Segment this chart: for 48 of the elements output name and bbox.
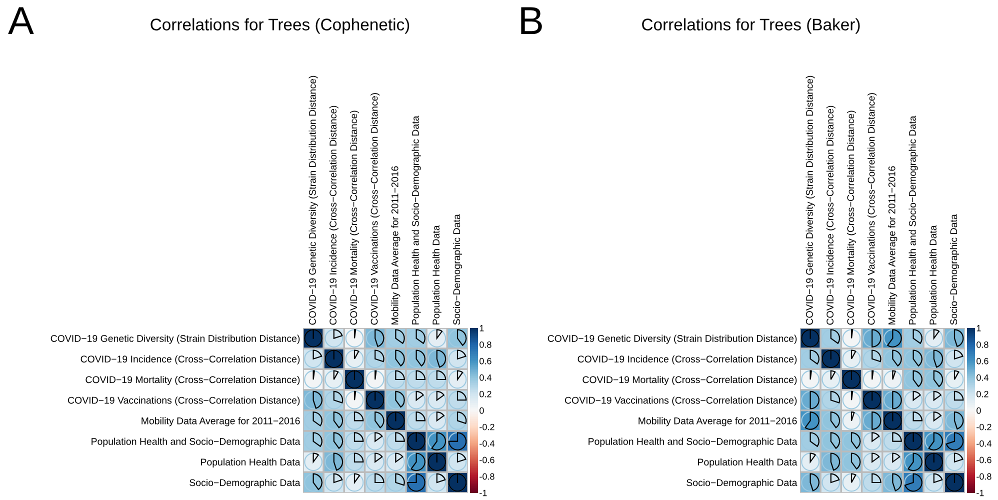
color-bar-label: -0.8 xyxy=(976,473,992,480)
x-tick-label: Population Health Data xyxy=(432,225,442,324)
color-bar-label: 0.8 xyxy=(480,341,492,348)
color-bar-label: 0.6 xyxy=(480,358,492,364)
y-tick-label: Population Health Data xyxy=(201,458,300,468)
y-tick-label: COVID−19 Vaccinations (Cross−Correlation Distance) xyxy=(68,396,300,406)
color-bar-label: 0 xyxy=(976,407,981,414)
y-tick-label: Population Health and Socio−Demographic Data xyxy=(588,438,798,447)
color-bar-label: -0.4 xyxy=(480,440,494,447)
y-tick-label: Socio−Demographic Data xyxy=(190,478,300,488)
color-bar-label: 0 xyxy=(480,407,484,414)
color-bar-label: 0.8 xyxy=(976,341,988,348)
y-tick-label: COVID−19 Mortality (Cross−Correlation Distance) xyxy=(582,376,797,386)
y-tick-label: COVID−19 Mortality (Cross−Correlation Distance) xyxy=(86,376,300,386)
y-tick-label: Mobility Data Average for 2011−2016 xyxy=(142,417,300,426)
x-tick-label: Socio−Demographic Data xyxy=(950,214,960,325)
y-tick-label: Socio−Demographic Data xyxy=(686,478,798,488)
color-bar-label: 1 xyxy=(976,325,981,332)
color-bar-label: 0.2 xyxy=(976,390,988,398)
x-tick-label: Socio−Demographic Data xyxy=(452,214,462,325)
color-bar-label: 0.4 xyxy=(480,374,492,381)
color-bar-label: 1 xyxy=(480,325,484,332)
y-tick-label: COVID−19 Incidence (Cross−Correlation Distance) xyxy=(80,355,300,364)
color-bar-label: -1 xyxy=(976,490,984,496)
color-bar-label: -0.6 xyxy=(976,456,992,464)
chart-title: Correlations for Trees (Cophenetic) xyxy=(150,18,410,34)
y-tick-label: Mobility Data Average for 2011−2016 xyxy=(638,417,797,426)
y-tick-label: Population Health and Socio−Demographic Data xyxy=(92,438,300,447)
y-tick-label: Population Health Data xyxy=(698,458,798,468)
color-bar-label: -0.2 xyxy=(976,424,992,430)
y-tick-label: COVID−19 Incidence (Cross−Correlation Distance) xyxy=(578,355,797,364)
text: A xyxy=(8,7,34,34)
y-tick-label: COVID−19 Genetic Diversity (Strain Distribution Distance) xyxy=(50,334,300,344)
y-tick-label: COVID−19 Vaccinations (Cross−Correlation Distance) xyxy=(565,396,797,406)
color-bar-label: 0.6 xyxy=(976,358,988,364)
text: B xyxy=(521,7,542,34)
chart-title: Correlations for Trees (Baker) xyxy=(642,18,860,34)
color-bar-label: 0.2 xyxy=(480,390,492,398)
x-tick-label: Mobility Data Average for 2011−2016 xyxy=(888,166,898,324)
color-bar-label: 0.4 xyxy=(976,374,988,381)
x-tick-label: Population Health Data xyxy=(929,225,938,324)
color-bar-label: -0.2 xyxy=(480,424,494,430)
color-bar-label: -0.6 xyxy=(480,456,494,464)
x-tick-label: Mobility Data Average for 2011−2016 xyxy=(391,166,400,324)
color-bar-label: -0.8 xyxy=(480,473,494,480)
y-tick-label: COVID−19 Genetic Diversity (Strain Distribution Distance) xyxy=(548,334,797,344)
color-bar-label: -1 xyxy=(480,490,487,496)
color-bar-label: -0.4 xyxy=(976,440,992,447)
